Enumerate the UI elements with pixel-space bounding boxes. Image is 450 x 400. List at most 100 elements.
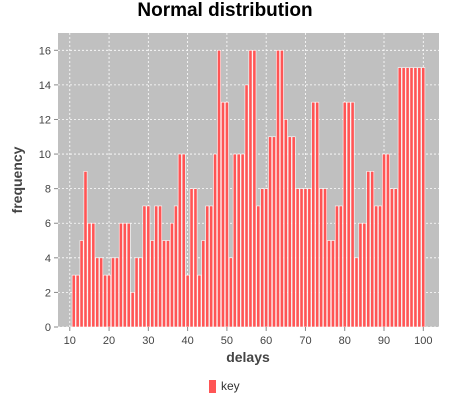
bar <box>224 101 229 328</box>
bar <box>389 188 394 328</box>
y-tick-label: 0 <box>45 322 51 334</box>
bar <box>205 205 210 328</box>
bar <box>331 240 335 328</box>
bar <box>75 274 80 328</box>
bar <box>378 205 382 328</box>
bar <box>370 171 375 328</box>
y-axis-label: frequency <box>9 146 25 213</box>
bar <box>342 101 347 328</box>
bar <box>268 136 273 328</box>
legend: key <box>209 379 240 393</box>
bar <box>99 257 104 328</box>
bar <box>197 274 202 328</box>
bar <box>366 171 371 328</box>
bar <box>154 205 159 328</box>
bar <box>87 222 92 328</box>
bar <box>283 119 288 328</box>
bar <box>138 257 143 328</box>
bar <box>217 49 221 328</box>
bar <box>421 67 426 328</box>
bar <box>221 101 225 328</box>
bar <box>362 222 367 328</box>
bar <box>193 188 198 328</box>
bar <box>122 222 127 328</box>
bar <box>358 222 363 328</box>
x-tick-label: 100 <box>414 335 432 347</box>
y-tick-label: 10 <box>39 149 51 161</box>
bar <box>111 257 115 328</box>
bar <box>71 274 76 328</box>
x-tick-label: 60 <box>260 335 272 347</box>
x-tick-label: 40 <box>181 335 193 347</box>
bar <box>417 67 422 328</box>
bar <box>118 222 123 328</box>
bar <box>91 222 96 328</box>
x-tick-label: 50 <box>221 335 233 347</box>
y-tick-label: 14 <box>39 80 51 92</box>
bar <box>334 205 339 328</box>
y-tick-label: 4 <box>45 253 51 265</box>
bar <box>228 257 233 328</box>
bar <box>240 153 245 328</box>
bar <box>354 257 359 328</box>
y-tick-label: 8 <box>45 184 51 196</box>
bar <box>295 188 300 328</box>
x-axis-label: delays <box>226 349 270 365</box>
bar <box>79 240 84 328</box>
bar <box>201 240 206 328</box>
bar <box>338 205 343 328</box>
bar <box>276 49 280 328</box>
x-tick-label: 90 <box>378 335 390 347</box>
bar <box>248 49 253 328</box>
bar <box>162 240 166 328</box>
y-tick-label: 12 <box>39 114 51 126</box>
bar <box>386 153 390 328</box>
bar <box>303 188 308 328</box>
bar <box>103 274 108 328</box>
bar <box>142 205 147 328</box>
x-tick-label: 10 <box>64 335 76 347</box>
bar <box>350 101 355 328</box>
bar <box>209 205 214 328</box>
bar <box>213 153 218 328</box>
bar <box>166 240 170 328</box>
bar <box>393 188 398 328</box>
bar <box>260 188 265 328</box>
y-tick-label: 16 <box>39 45 51 57</box>
bar <box>236 153 241 328</box>
bar <box>181 153 186 328</box>
bar <box>307 188 312 328</box>
bar <box>287 136 292 328</box>
x-axis: 10 20 30 40 50 60 70 80 90 100 <box>64 327 432 347</box>
bar <box>134 257 139 328</box>
bar <box>256 205 261 328</box>
bar <box>374 205 379 328</box>
bar <box>323 188 328 328</box>
legend-label: key <box>221 379 240 393</box>
bar <box>115 257 119 328</box>
bars-group <box>71 49 426 328</box>
bar <box>232 153 237 328</box>
bar <box>173 205 178 328</box>
x-tick-label: 80 <box>339 335 351 347</box>
legend-swatch <box>209 380 216 393</box>
bar <box>291 136 296 328</box>
bar <box>315 101 320 328</box>
bar <box>252 49 257 328</box>
bar <box>244 84 249 328</box>
y-axis: 0 2 4 6 8 10 12 14 16 <box>39 45 58 334</box>
bar <box>409 67 414 328</box>
y-tick-label: 6 <box>45 218 51 230</box>
bar <box>83 171 88 328</box>
bar <box>146 205 151 328</box>
bar <box>311 101 316 328</box>
bar <box>130 292 135 328</box>
bar <box>327 240 331 328</box>
bar <box>107 274 111 328</box>
bar <box>401 67 406 328</box>
bar <box>95 257 100 328</box>
bar <box>382 153 386 328</box>
bar <box>413 67 418 328</box>
